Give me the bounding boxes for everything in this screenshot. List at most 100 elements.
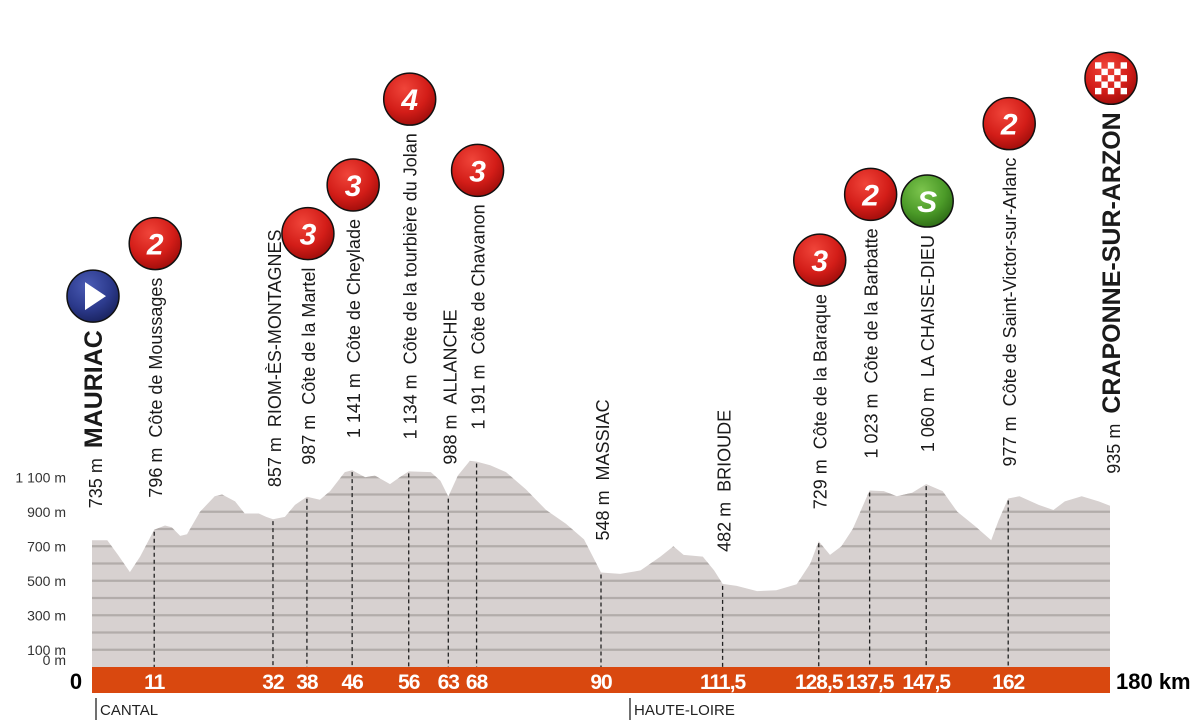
checkered-square [1107, 75, 1115, 82]
x-axis-km-labels: 0 11 32 38 46 56 63 68 90 111,5 128,5 137,5 147,5 162 [70, 669, 1026, 694]
waypoint-label: 482 m BRIOUDE [715, 410, 735, 552]
category-number: 2 [146, 229, 164, 262]
waypoint-name: Côte de la Barbatte [862, 228, 882, 383]
category-number: 2 [1000, 109, 1018, 142]
sprint-icon [900, 174, 954, 228]
waypoint-elevation: 735 m [86, 448, 106, 508]
category-number: S [917, 186, 937, 219]
category-number: 3 [811, 245, 828, 278]
waypoint-elevation: 857 m [265, 427, 285, 487]
y-tick-label: 0 m [43, 652, 66, 668]
region-labels: CANTAL HAUTE-LOIRE [95, 698, 735, 720]
checkered-square [1107, 87, 1115, 95]
category-number: 2 [861, 179, 879, 212]
km-label: 38 [296, 671, 319, 694]
y-tick-label: 500 m [27, 573, 66, 589]
km-label: 56 [398, 671, 420, 694]
waypoint-label: 1 134 m Côte de la tourbière du Jolan [401, 133, 421, 439]
waypoint-elevation: 729 m [811, 449, 831, 509]
km-label: 46 [341, 671, 363, 694]
waypoint-name: Côte de Chavanon [469, 204, 489, 354]
waypoint-label: 1 023 m Côte de la Barbatte [862, 228, 882, 458]
waypoint-elevation: 935 m [1104, 414, 1124, 474]
waypoint-name: RIOM-ÈS-MONTAGNES [265, 229, 285, 427]
waypoint-name: Côte de la Martel [299, 268, 319, 405]
region-label: HAUTE-LOIRE [634, 702, 735, 719]
play-arrow-icon [85, 282, 106, 311]
category-number: 3 [469, 155, 486, 188]
km-label: 128,5 [795, 671, 844, 694]
total-distance-label: 180 km [1116, 669, 1191, 694]
category-number: 3 [345, 170, 362, 203]
waypoint-name: Côte de Moussages [146, 278, 166, 438]
km-label: 32 [262, 671, 284, 694]
waypoint-label: 796 m Côte de Moussages [146, 278, 166, 498]
waypoint-label: 548 m MASSIAC [593, 399, 613, 540]
category-number: 3 [300, 219, 317, 252]
km-label: 90 [590, 671, 612, 694]
waypoint-name: LA CHAISE-DIEU [918, 235, 938, 377]
waypoint-elevation: 482 m [715, 492, 735, 552]
waypoint-elevation: 1 134 m [401, 364, 421, 439]
waypoint-name: MAURIAC [80, 330, 108, 448]
waypoint-label: 1 191 m Côte de Chavanon [469, 204, 489, 429]
waypoint-label: 987 m Côte de la Martel [299, 268, 319, 465]
waypoint-elevation: 977 m [1000, 406, 1020, 466]
y-tick-label: 900 m [27, 504, 66, 520]
km-label: 137,5 [846, 671, 895, 694]
distance-bar [92, 667, 1110, 693]
waypoint-name: Côte de la tourbière du Jolan [401, 133, 421, 364]
checkered-square [1095, 62, 1102, 69]
checkered-square [1120, 75, 1127, 82]
km-label: 111,5 [700, 671, 747, 694]
waypoint-label: 977 m Côte de Saint-Victor-sur-Arlanc [1000, 158, 1020, 467]
km-label: 63 [438, 671, 460, 694]
waypoint-label: 857 m RIOM-ÈS-MONTAGNES [265, 229, 285, 487]
climb-category-icon [281, 206, 335, 261]
waypoint-name: MASSIAC [593, 399, 613, 480]
km-label: 68 [466, 671, 489, 694]
km-label: 0 [70, 669, 82, 694]
y-tick-label: 700 m [27, 538, 66, 554]
waypoint-elevation: 796 m [146, 438, 166, 498]
waypoint-label: 1 060 m LA CHAISE-DIEU [918, 235, 938, 452]
category-number: 4 [400, 84, 418, 117]
climb-category-icon [982, 96, 1036, 151]
checkered-square [1120, 87, 1127, 95]
y-tick-label: 1 100 m [15, 469, 66, 485]
waypoint-name: ALLANCHE [440, 309, 460, 404]
km-label: 11 [144, 671, 166, 694]
waypoint-elevation: 987 m [299, 405, 319, 465]
checkered-square [1095, 75, 1102, 82]
climb-category-icon [792, 233, 847, 287]
climb-category-icon [326, 158, 380, 212]
waypoint-label: 1 141 m Côte de Cheylade [344, 219, 364, 438]
waypoint-label: 935 m CRAPONNE-SUR-ARZON [1098, 112, 1126, 473]
climb-category-icon [450, 143, 505, 198]
checkered-square [1101, 81, 1108, 88]
waypoint-label: 735 m MAURIAC [80, 330, 108, 508]
waypoint-elevation: 548 m [593, 480, 613, 540]
km-label: 147,5 [902, 671, 951, 694]
waypoint-name: Côte de Saint-Victor-sur-Arlanc [1000, 158, 1020, 407]
waypoint-label: 729 m Côte de la Baraque [811, 294, 831, 509]
checkered-square [1101, 68, 1108, 76]
region-label: CANTAL [100, 702, 158, 719]
waypoint-name: Côte de la Baraque [811, 294, 831, 449]
km-label: 162 [992, 671, 1024, 694]
checkered-square [1107, 62, 1115, 69]
checkered-square [1095, 87, 1102, 95]
waypoint-name: CRAPONNE-SUR-ARZON [1098, 112, 1126, 413]
checkered-square [1114, 68, 1121, 76]
checkered-square [1120, 62, 1127, 69]
waypoint-elevation: 1 191 m [469, 355, 489, 430]
waypoint-labels: 735 m MAURIAC 796 m Côte de Moussages 857 … [80, 112, 1126, 552]
climb-category-icon [128, 216, 182, 271]
checkered-square [1114, 81, 1121, 88]
waypoint-elevation: 988 m [440, 405, 460, 465]
waypoint-elevation: 1 141 m [344, 363, 364, 438]
climb-category-icon [382, 72, 437, 126]
waypoint-elevation: 1 060 m [918, 377, 938, 452]
waypoint-dashed-lines [153, 463, 1009, 667]
